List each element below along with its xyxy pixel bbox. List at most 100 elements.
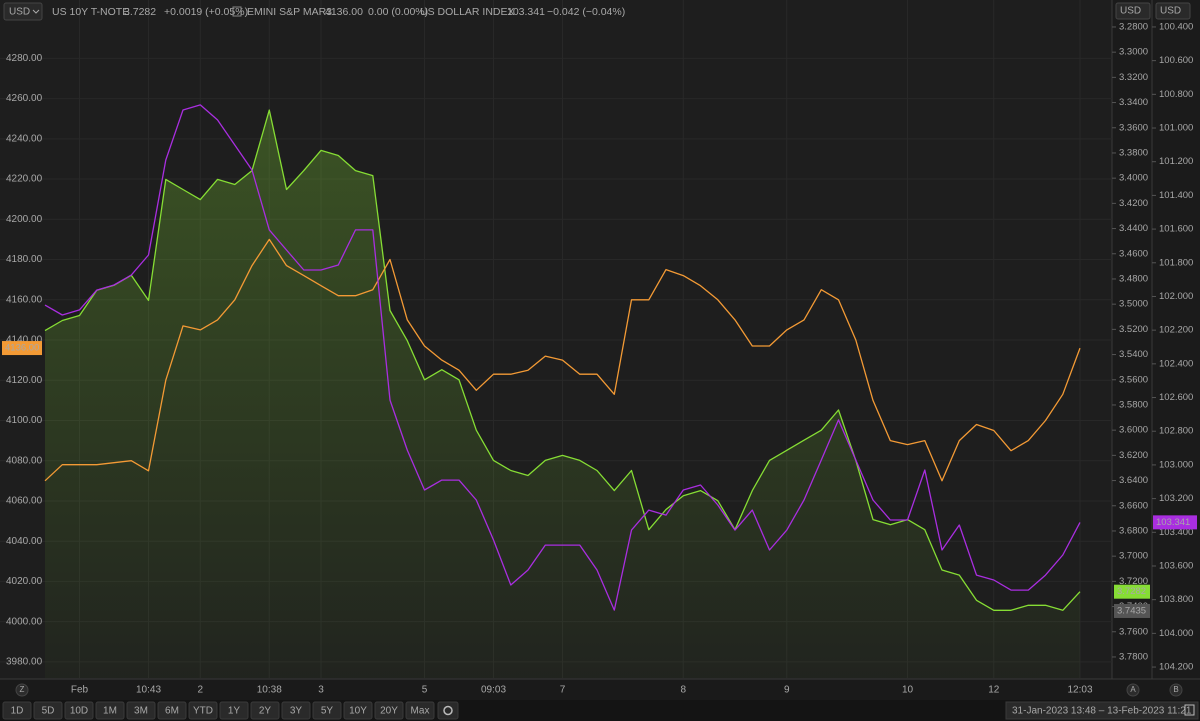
axis-button-label: B — [1173, 685, 1178, 694]
legend-name: US 10Y T-NOTE — [52, 6, 129, 18]
y2-tick-label: 3.6600 — [1119, 500, 1148, 511]
range-button[interactable] — [405, 701, 435, 720]
y3-tick-label: 101.000 — [1159, 123, 1193, 134]
settings-button[interactable] — [437, 701, 459, 720]
range-button[interactable] — [250, 701, 280, 720]
range-button-label: 10Y — [349, 706, 367, 717]
y3-tick-label: 104.000 — [1159, 628, 1193, 639]
range-button[interactable] — [219, 701, 249, 720]
price-badge-label: 3.7282 — [1117, 586, 1146, 597]
x-axis-band — [0, 679, 1200, 700]
y2-tick-label: 3.4600 — [1119, 248, 1148, 259]
range-button-label: 3Y — [290, 706, 303, 717]
y-tick-label: 4080.00 — [6, 455, 43, 466]
range-button[interactable] — [157, 701, 187, 720]
y2-tick-label: 3.3400 — [1119, 97, 1148, 108]
y2-tick-label: 3.7800 — [1119, 651, 1148, 662]
price-badge — [2, 341, 42, 356]
range-button[interactable] — [2, 701, 32, 720]
y3-tick-label: 103.000 — [1159, 459, 1193, 470]
y2-tick-label: 3.3200 — [1119, 72, 1148, 83]
currency-dropdown[interactable] — [3, 2, 43, 21]
y2-tick-label: 3.4400 — [1119, 223, 1148, 234]
axis-currency-dropdown[interactable] — [1115, 2, 1151, 20]
date-range-box[interactable] — [1005, 701, 1199, 720]
range-button[interactable] — [64, 701, 94, 720]
range-button[interactable] — [95, 701, 125, 720]
range-button-label: 5Y — [321, 706, 334, 717]
axis-button[interactable] — [1169, 683, 1183, 697]
y-tick-label: 4220.00 — [6, 174, 43, 185]
range-button-label: 10D — [70, 706, 88, 717]
y-tick-label: 4260.00 — [6, 93, 43, 104]
y2-tick-label: 3.5600 — [1119, 374, 1148, 385]
x-tick-label: 3 — [318, 685, 324, 696]
x-tick-label: 10:38 — [257, 685, 282, 696]
axis-button-label: A — [1130, 685, 1136, 694]
y3-tick-label: 102.000 — [1159, 291, 1193, 302]
y2-tick-label: 3.3800 — [1119, 147, 1148, 158]
y-tick-label: 3980.00 — [6, 657, 43, 668]
y-tick-label: 4280.00 — [6, 53, 43, 64]
range-button[interactable] — [343, 701, 373, 720]
legend-last: 4136.00 — [325, 6, 363, 18]
y-tick-label: 4200.00 — [6, 214, 43, 225]
axis-button[interactable] — [15, 683, 29, 697]
y3-tick-label: 101.600 — [1159, 224, 1193, 235]
x-tick-label: 10 — [902, 685, 914, 696]
y2-tick-label: 3.6200 — [1119, 450, 1148, 461]
range-button-label: Max — [411, 706, 430, 717]
range-button-label: 20Y — [380, 706, 398, 717]
range-button[interactable] — [374, 701, 404, 720]
dropdown-caret — [32, 9, 40, 14]
y3-tick-label: 100.400 — [1159, 21, 1193, 32]
y-tick-label: 4180.00 — [6, 254, 43, 265]
axis-currency-dropdown[interactable] — [1155, 2, 1191, 20]
series-line — [44, 238, 1081, 482]
axis-button-label: Z — [20, 685, 25, 694]
range-button-label: 1D — [11, 706, 24, 717]
range-button[interactable] — [33, 701, 63, 720]
y2-tick-label: 3.7600 — [1119, 626, 1148, 637]
y3-tick-label: 100.800 — [1159, 89, 1193, 100]
axis-currency-label: USD — [1120, 6, 1141, 17]
y2-tick-label: 3.5200 — [1119, 324, 1148, 335]
y-tick-label: 4160.00 — [6, 294, 43, 305]
range-button[interactable] — [312, 701, 342, 720]
range-button-label: 3M — [134, 706, 148, 717]
series-line — [44, 104, 1081, 611]
calendar-icon — [1184, 704, 1195, 716]
price-badge — [1153, 515, 1197, 530]
y3-tick-label: 103.800 — [1159, 594, 1193, 605]
axis-currency-label: USD — [1160, 6, 1181, 17]
range-button[interactable] — [126, 701, 156, 720]
y2-tick-label: 3.6000 — [1119, 425, 1148, 436]
y3-tick-label: 102.200 — [1159, 325, 1193, 336]
legend-last: 3.7282 — [124, 6, 156, 18]
range-button[interactable] — [281, 701, 311, 720]
y2-tick-label: 3.3600 — [1119, 122, 1148, 133]
range-button-label: 1M — [103, 706, 117, 717]
area-fill — [45, 110, 1080, 679]
y-tick-label: 4240.00 — [6, 133, 43, 144]
price-badge — [1114, 603, 1150, 618]
y3-tick-label: 100.600 — [1159, 55, 1193, 66]
y-tick-label: 4100.00 — [6, 415, 43, 426]
y-tick-label: 4120.00 — [6, 375, 43, 386]
legend-name: EMINI S&P MAR3 — [247, 6, 332, 18]
legend-change: −0.042 (−0.04%) — [547, 6, 625, 18]
y2-tick-label: 3.3000 — [1119, 47, 1148, 58]
range-button-label: 1Y — [228, 706, 241, 717]
x-tick-label: 8 — [680, 685, 686, 696]
y3-tick-label: 103.400 — [1159, 527, 1193, 538]
axis-button[interactable] — [1126, 683, 1140, 697]
settings-icon — [443, 705, 453, 716]
range-button[interactable] — [188, 701, 218, 720]
y2-tick-label: 3.4200 — [1119, 198, 1148, 209]
y3-tick-label: 103.600 — [1159, 560, 1193, 571]
price-badge-label: 4136.00 — [5, 343, 39, 354]
y2-tick-label: 3.6800 — [1119, 525, 1148, 536]
y-tick-label: 4140.00 — [6, 335, 43, 346]
range-button-label: 5D — [42, 706, 55, 717]
x-tick-label: 5 — [422, 685, 428, 696]
